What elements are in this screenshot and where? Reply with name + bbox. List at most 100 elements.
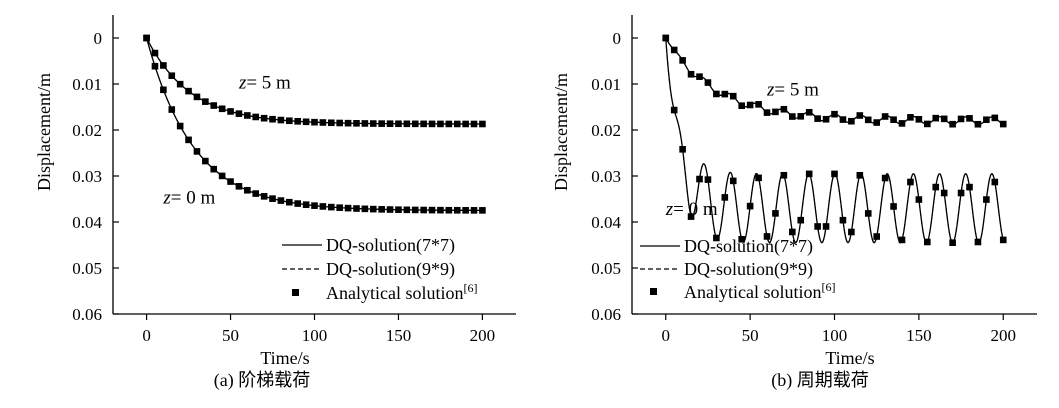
x-tick-label: 150 [906, 326, 932, 345]
data-point [670, 106, 678, 114]
data-point [277, 116, 285, 124]
data-point [445, 120, 453, 128]
data-point [369, 120, 377, 127]
curve-annotation: z= 5 m [766, 80, 819, 101]
data-point [378, 120, 385, 127]
data-point [327, 119, 335, 127]
data-point [227, 178, 234, 185]
data-point [814, 223, 821, 230]
data-point [940, 189, 948, 197]
annotation-value: = 5 m [246, 73, 291, 94]
data-point [822, 223, 830, 230]
data-point [235, 183, 243, 190]
data-point [780, 105, 788, 113]
panel-caption: (a) 阶梯载荷 [214, 370, 310, 391]
data-point [679, 57, 686, 64]
data-point [746, 202, 754, 210]
data-point [966, 115, 973, 122]
data-point [286, 198, 293, 206]
data-point [924, 120, 931, 128]
data-point [294, 118, 302, 125]
y-tick-label: 0 [613, 29, 622, 48]
series-markers-z5 [143, 34, 486, 128]
data-point [479, 207, 486, 214]
legend-label: DQ-solution(7*7) [684, 236, 813, 257]
data-point [831, 170, 838, 178]
data-point [202, 157, 209, 165]
chart-panel-1: 0 50 100 150 200 0 0.01 0.02 0.03 0.04 0.05 0.06 Tim… [34, 15, 516, 391]
legend-label: DQ-solution(9*9) [326, 259, 455, 280]
data-point [168, 72, 176, 80]
data-point [160, 86, 167, 94]
data-point [176, 122, 184, 130]
data-point [831, 110, 838, 118]
data-point [721, 90, 729, 98]
data-point [763, 109, 771, 116]
legend: DQ-solution(7*7)DQ-solution(9*9)Analytic… [282, 235, 477, 303]
data-point [746, 101, 754, 109]
data-point [185, 87, 192, 95]
y-axis-label: Displacement/m [551, 73, 571, 191]
data-point [269, 195, 276, 202]
curve-annotation: z= 0 m [665, 199, 718, 220]
data-point [704, 79, 712, 86]
series-markers-z0 [662, 34, 1007, 246]
data-point [873, 233, 880, 240]
data-point [395, 206, 402, 213]
data-point [755, 174, 762, 182]
y-tick-label: 0.05 [591, 259, 621, 278]
data-point [395, 120, 402, 128]
data-point [470, 207, 478, 214]
legend-reference: [6] [463, 281, 477, 295]
legend-label: Analytical solution[6] [684, 280, 835, 302]
annotation-variable: z [766, 80, 775, 101]
data-point [864, 116, 872, 124]
data-point [319, 119, 327, 126]
data-point [729, 92, 737, 100]
data-point [294, 200, 302, 207]
data-point [311, 118, 318, 126]
data-point [218, 105, 226, 113]
data-point [378, 206, 385, 213]
data-point [915, 116, 923, 123]
series-markers-z5 [662, 34, 1007, 128]
x-axis-label: Time/s [260, 348, 309, 368]
data-point [218, 172, 226, 180]
y-tick-label: 0.02 [72, 121, 102, 140]
annotation-variable: z [238, 73, 247, 94]
data-point [856, 171, 864, 179]
data-point [437, 120, 444, 128]
data-point [696, 175, 703, 183]
data-point [780, 171, 788, 179]
data-point [957, 189, 965, 197]
x-tick-label: 0 [142, 326, 151, 345]
data-point [991, 178, 999, 186]
data-point [696, 73, 703, 80]
data-point [369, 205, 377, 213]
data-point [856, 112, 864, 119]
data-point [797, 216, 805, 224]
annotation-variable: z [162, 188, 171, 209]
x-tick-label: 50 [222, 326, 239, 345]
chart-panel-2: 0 50 100 150 200 0 0.01 0.02 0.03 0.04 0.05 0.06 Tim… [551, 15, 1037, 391]
data-point [729, 177, 737, 185]
data-point [403, 206, 411, 214]
data-point [269, 115, 276, 123]
legend: DQ-solution(7*7)DQ-solution(9*9)Analytic… [640, 236, 835, 302]
data-point [839, 116, 847, 123]
data-point [907, 114, 914, 121]
data-point [462, 207, 469, 214]
data-point [353, 205, 360, 212]
data-point [311, 202, 318, 209]
x-tick-label: 100 [302, 326, 328, 345]
data-point [176, 80, 184, 88]
y-tick-label: 0.04 [72, 213, 102, 232]
x-tick-label: 150 [386, 326, 412, 345]
y-tick-label: 0.02 [591, 121, 621, 140]
data-point [983, 196, 990, 203]
panel-caption: (b) 周期载荷 [771, 370, 869, 391]
data-point [302, 201, 310, 209]
data-point [839, 216, 847, 224]
x-tick-label: 0 [662, 326, 671, 345]
data-point [411, 120, 419, 128]
